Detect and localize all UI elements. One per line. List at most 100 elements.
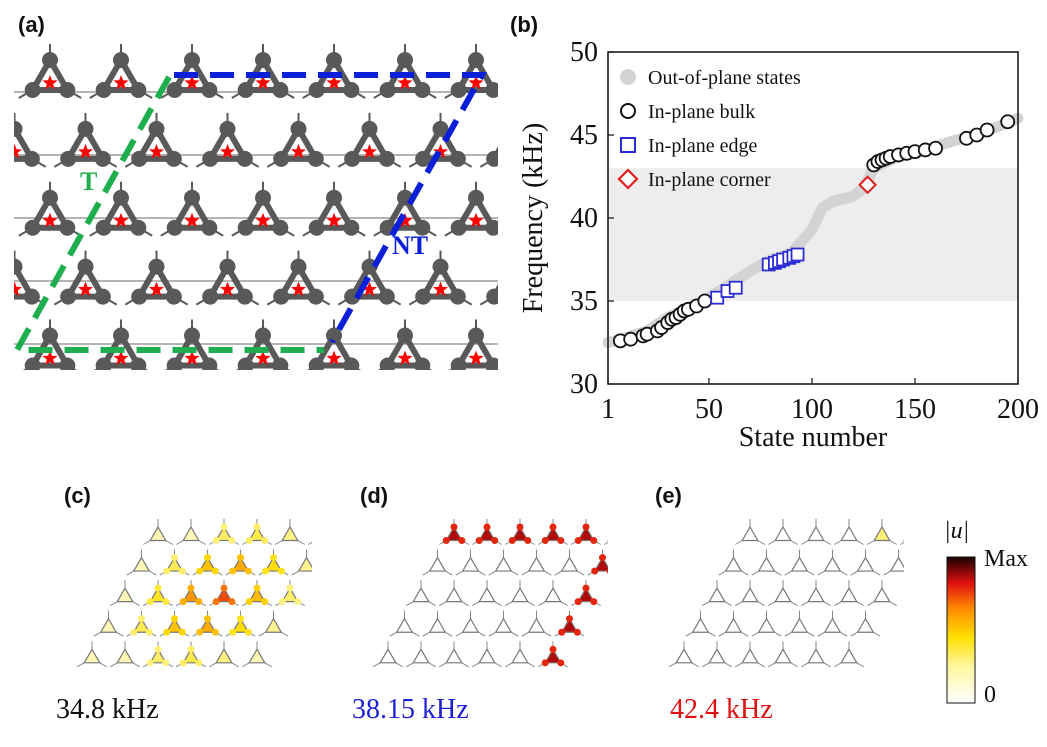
mode-bond	[143, 540, 151, 545]
mode-bond	[817, 631, 825, 637]
mode-triangle	[691, 617, 710, 633]
mode-bond	[702, 601, 710, 607]
lattice-node	[201, 82, 218, 98]
mode-node	[171, 615, 178, 623]
mode-bond	[834, 601, 842, 607]
lattice-node	[236, 288, 253, 305]
mode-bond	[883, 570, 891, 576]
lattice-node	[42, 52, 58, 68]
mode-triangle	[544, 586, 562, 603]
lattice-node	[290, 258, 307, 275]
legend-marker	[620, 103, 636, 119]
lattice-node	[344, 288, 361, 305]
mode-triangle	[182, 586, 200, 603]
mode-bond	[604, 541, 608, 545]
x-tick-label: 100	[791, 394, 833, 425]
panel-label-b: (b)	[510, 12, 539, 37]
mode-triangle	[757, 556, 776, 572]
mode-triangle	[823, 556, 842, 572]
lattice-node	[308, 82, 325, 98]
lattice-triangle	[100, 57, 142, 93]
mode-bond	[856, 662, 864, 668]
mode-bond	[291, 570, 299, 576]
mode-node	[541, 659, 549, 667]
mode-bond	[867, 540, 875, 545]
star-marker	[184, 212, 200, 228]
mode-triangle	[264, 617, 283, 633]
lattice-node	[23, 288, 40, 305]
mode-triangle	[149, 586, 167, 603]
lattice-triangle	[384, 332, 426, 369]
lattice-node	[113, 189, 129, 206]
mode-node	[549, 523, 557, 531]
y-tick-label: 40	[570, 203, 598, 234]
lattice-node	[60, 288, 77, 305]
mode-node	[204, 615, 211, 623]
colorbar-max-label: Max	[984, 546, 1028, 572]
mode-triangle	[99, 617, 118, 633]
mode-triangle	[840, 586, 858, 603]
lattice-node	[468, 52, 484, 68]
star-marker	[42, 350, 58, 365]
mode-bond	[461, 601, 469, 607]
mode-node	[163, 567, 171, 575]
mode-bond	[850, 631, 858, 637]
lattice-node	[184, 189, 200, 206]
bulk-point	[1000, 114, 1016, 130]
mode-triangle	[757, 617, 776, 633]
star-marker	[432, 143, 449, 159]
lattice-node	[432, 120, 449, 137]
mode-node	[187, 645, 195, 653]
mode-bond	[817, 570, 825, 576]
mode-triangle	[741, 525, 759, 542]
lattice-node	[343, 219, 360, 236]
mode-node	[130, 628, 138, 636]
mode-node	[228, 598, 236, 606]
mode-triangle	[774, 525, 792, 542]
lattice-triangle	[420, 125, 461, 162]
colorbar-min-label: 0	[984, 682, 996, 708]
lattice-node	[59, 219, 76, 236]
mode-bond	[741, 570, 749, 576]
mode-triangle	[198, 617, 217, 633]
lattice-node	[95, 82, 112, 98]
mode-bond	[461, 662, 469, 668]
legend-marker	[617, 168, 639, 190]
lattice-node	[24, 82, 41, 98]
mode-node	[549, 645, 557, 653]
mode-triangle	[593, 556, 608, 572]
mode-bond	[751, 570, 759, 576]
lattice-node	[165, 288, 182, 305]
mode-bond	[850, 570, 858, 576]
legend-label: In-plane bulk	[648, 101, 755, 123]
mode-bond	[790, 662, 798, 668]
lattice-node	[130, 82, 147, 98]
mode-triangle	[198, 556, 217, 572]
mode-triangle	[807, 648, 825, 664]
lattice-triangle	[171, 194, 213, 231]
lattice-node	[307, 150, 324, 167]
mode-node	[557, 537, 565, 544]
mode-triangle	[840, 648, 858, 664]
mode-bond	[395, 662, 403, 668]
mode-bond	[873, 631, 881, 637]
mode-node	[178, 628, 186, 636]
x-axis-label: State number	[739, 422, 888, 447]
mode-bond	[834, 540, 842, 545]
mode-triangle	[132, 556, 151, 572]
mode-node	[516, 523, 524, 531]
lattice-node	[449, 288, 466, 305]
star-marker	[14, 281, 23, 297]
mode-bond	[308, 541, 312, 545]
mode-bond	[99, 662, 107, 668]
mode-bond	[406, 601, 414, 607]
mode-bond	[209, 662, 217, 668]
mode-node	[171, 554, 178, 562]
mode-node	[606, 568, 608, 574]
star-marker	[468, 212, 484, 228]
mode-node	[270, 554, 277, 562]
lattice-node	[130, 357, 147, 370]
mode-shape-e	[669, 519, 904, 668]
lattice-node	[272, 219, 289, 236]
